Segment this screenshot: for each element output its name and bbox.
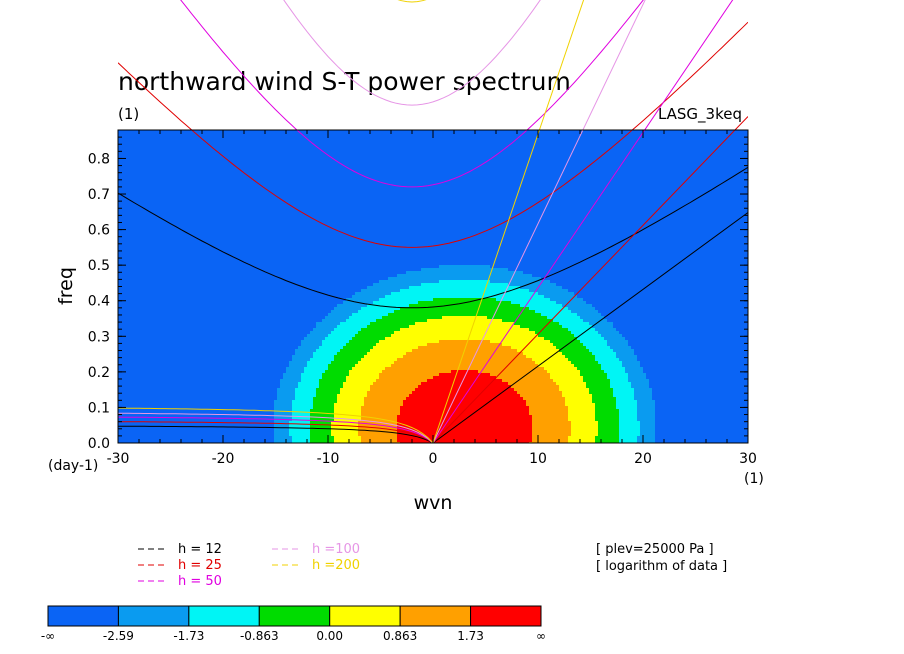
contour-fill [118,130,749,446]
unit-label-left: (1) [118,105,139,123]
experiment-label: LASG_3keq [658,105,742,124]
chart-title: northward wind S-T power spectrum [118,67,571,96]
